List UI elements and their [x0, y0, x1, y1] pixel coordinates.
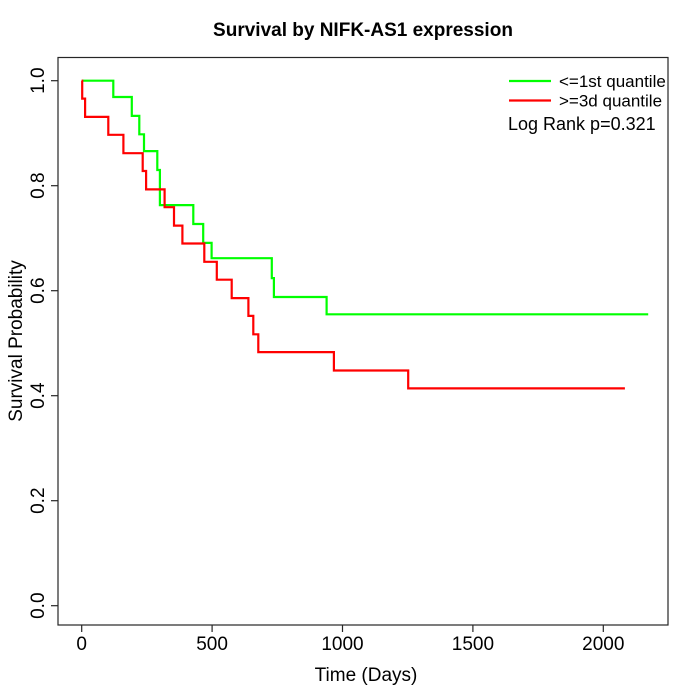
x-axis: 0 500 1000 1500 2000 — [76, 625, 624, 655]
survival-curve-high-expression — [81, 79, 625, 390]
y-axis-label: Survival Probability — [6, 260, 27, 422]
x-tick-label: 1000 — [321, 634, 363, 655]
x-tick-label: 0 — [76, 634, 87, 655]
y-tick-label: 0.0 — [28, 592, 49, 618]
y-axis: 0.0 0.2 0.4 0.6 0.8 1.0 — [28, 67, 58, 619]
y-tick-label: 0.8 — [28, 172, 49, 198]
legend-label-low-expression: <=1st quantile — [559, 72, 666, 91]
plot-box — [57, 56, 669, 626]
y-tick-label: 1.0 — [28, 67, 49, 93]
y-tick-label: 0.4 — [28, 382, 49, 409]
x-tick-label: 500 — [196, 634, 228, 655]
y-tick-label: 0.2 — [28, 487, 49, 513]
x-tick-label: 2000 — [582, 634, 624, 655]
x-axis-label: Time (Days) — [315, 665, 418, 686]
log-rank-annotation: Log Rank p=0.321 — [508, 114, 656, 134]
legend: <=1st quantile >=3d quantile Log Rank p=… — [508, 72, 666, 134]
plot-title: Survival by NIFK-AS1 expression — [213, 20, 513, 41]
survival-curve-low-expression — [81, 79, 649, 316]
x-tick-label: 1500 — [452, 634, 494, 655]
survival-curves — [81, 79, 649, 390]
y-tick-label: 0.6 — [28, 277, 49, 303]
legend-label-high-expression: >=3d quantile — [559, 92, 662, 111]
